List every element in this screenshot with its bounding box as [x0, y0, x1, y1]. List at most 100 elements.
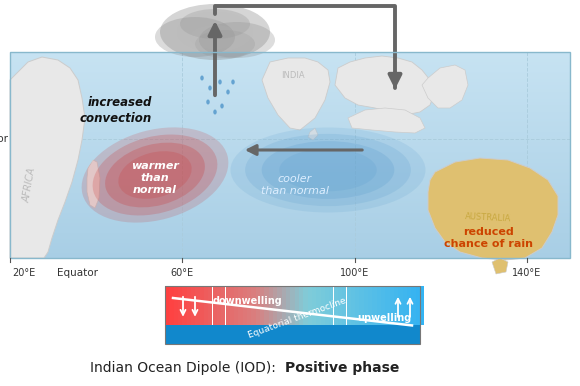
- Bar: [282, 286, 286, 325]
- Bar: [221, 286, 226, 325]
- Text: upwelling: upwelling: [358, 313, 412, 323]
- Bar: [372, 286, 376, 325]
- Polygon shape: [87, 160, 100, 208]
- Ellipse shape: [220, 103, 224, 108]
- Bar: [234, 286, 238, 325]
- Text: 140°E: 140°E: [512, 268, 542, 278]
- Bar: [291, 286, 295, 325]
- Text: downwelling: downwelling: [213, 296, 283, 306]
- Ellipse shape: [245, 134, 411, 206]
- Ellipse shape: [118, 151, 191, 199]
- Text: Equator: Equator: [0, 134, 8, 144]
- Bar: [355, 286, 360, 325]
- Bar: [321, 286, 325, 325]
- Bar: [307, 286, 312, 325]
- Text: 20°E: 20°E: [12, 268, 35, 278]
- Bar: [217, 286, 221, 325]
- Polygon shape: [422, 65, 468, 108]
- Bar: [364, 286, 368, 325]
- Bar: [165, 325, 420, 344]
- Bar: [260, 286, 264, 325]
- Bar: [286, 286, 290, 325]
- Ellipse shape: [230, 127, 426, 213]
- Bar: [416, 286, 420, 325]
- Bar: [403, 286, 407, 325]
- Text: reduced
chance of rain: reduced chance of rain: [444, 227, 532, 249]
- Polygon shape: [335, 56, 435, 115]
- Text: 100°E: 100°E: [340, 268, 369, 278]
- Bar: [360, 286, 364, 325]
- Bar: [325, 286, 329, 325]
- Bar: [377, 286, 381, 325]
- Ellipse shape: [200, 76, 204, 81]
- Polygon shape: [428, 158, 558, 260]
- Text: AUSTRALIA: AUSTRALIA: [465, 212, 512, 224]
- Text: Indian Ocean Dipole (IOD):: Indian Ocean Dipole (IOD):: [90, 361, 285, 375]
- Bar: [264, 286, 269, 325]
- Polygon shape: [10, 57, 85, 258]
- Ellipse shape: [160, 4, 270, 60]
- Bar: [269, 286, 273, 325]
- Ellipse shape: [180, 9, 250, 39]
- Ellipse shape: [155, 17, 235, 57]
- Ellipse shape: [226, 90, 230, 95]
- Bar: [173, 286, 178, 325]
- Bar: [247, 286, 251, 325]
- Bar: [10, 52, 570, 258]
- Polygon shape: [492, 258, 508, 274]
- Bar: [212, 286, 217, 325]
- Ellipse shape: [206, 100, 210, 105]
- Ellipse shape: [82, 127, 229, 223]
- Ellipse shape: [195, 30, 255, 58]
- Text: Equator: Equator: [57, 268, 99, 278]
- Bar: [386, 286, 390, 325]
- Bar: [195, 286, 200, 325]
- Bar: [200, 286, 204, 325]
- Bar: [390, 286, 394, 325]
- Ellipse shape: [93, 135, 218, 215]
- Bar: [230, 286, 234, 325]
- Polygon shape: [348, 108, 425, 133]
- Bar: [165, 286, 420, 344]
- Text: 60°E: 60°E: [171, 268, 194, 278]
- Bar: [346, 286, 351, 325]
- Ellipse shape: [213, 110, 217, 115]
- Bar: [204, 286, 208, 325]
- Ellipse shape: [208, 86, 212, 90]
- Ellipse shape: [105, 143, 205, 207]
- Bar: [273, 286, 277, 325]
- Bar: [238, 286, 242, 325]
- Bar: [178, 286, 182, 325]
- Bar: [191, 286, 195, 325]
- Bar: [411, 286, 416, 325]
- Bar: [407, 286, 411, 325]
- Text: Positive phase: Positive phase: [285, 361, 400, 375]
- Bar: [252, 286, 256, 325]
- Polygon shape: [308, 128, 318, 140]
- Bar: [334, 286, 338, 325]
- Bar: [329, 286, 334, 325]
- Bar: [338, 286, 342, 325]
- Ellipse shape: [231, 80, 235, 85]
- Bar: [394, 286, 398, 325]
- Ellipse shape: [177, 12, 253, 52]
- Ellipse shape: [199, 22, 275, 58]
- Bar: [381, 286, 385, 325]
- Bar: [312, 286, 316, 325]
- Bar: [277, 286, 282, 325]
- Text: increased
convection: increased convection: [80, 95, 152, 125]
- Bar: [182, 286, 187, 325]
- Ellipse shape: [262, 141, 394, 199]
- Ellipse shape: [279, 149, 377, 191]
- Bar: [226, 286, 230, 325]
- Bar: [256, 286, 260, 325]
- Bar: [187, 286, 191, 325]
- Bar: [368, 286, 372, 325]
- Bar: [299, 286, 303, 325]
- Text: AFRICA: AFRICA: [22, 167, 38, 203]
- Text: cooler
than normal: cooler than normal: [261, 174, 329, 196]
- Bar: [295, 286, 299, 325]
- Bar: [420, 286, 424, 325]
- Bar: [351, 286, 355, 325]
- Bar: [303, 286, 307, 325]
